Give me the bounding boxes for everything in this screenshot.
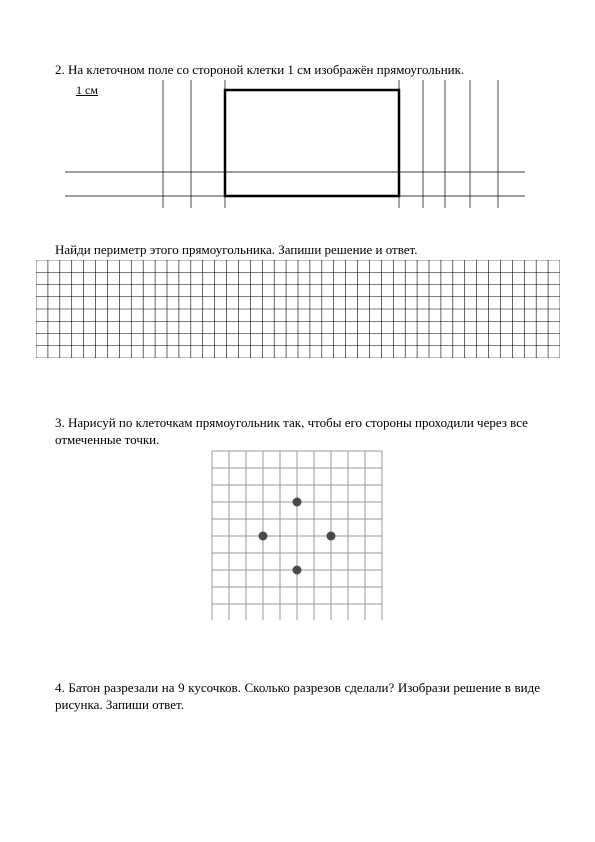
answer-grid [36, 260, 560, 358]
problem-2-diagram [55, 80, 535, 210]
problem-3-text: 3. Нарисуй по клеточкам прямоугольник та… [55, 415, 540, 449]
grid-dot [327, 532, 336, 541]
problem-4-text: 4. Батон разрезали на 9 кусочков. Скольк… [55, 680, 540, 714]
grid-dot [293, 498, 302, 507]
grid-dot [293, 566, 302, 575]
problem-3-diagram [211, 450, 383, 620]
page: 2. На клеточном поле со стороной клетки … [0, 0, 595, 842]
grid-dot [259, 532, 268, 541]
bold-rectangle [225, 90, 399, 196]
problem-2-text: 2. На клеточном поле со стороной клетки … [55, 62, 540, 79]
problem-2-instruction: Найди периметр этого прямоугольника. Зап… [55, 242, 540, 259]
